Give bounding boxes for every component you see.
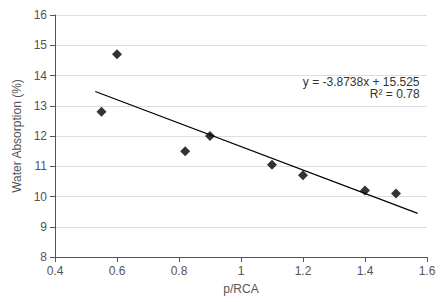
svg-text:1.6: 1.6 [419, 264, 436, 278]
svg-text:16: 16 [34, 8, 48, 22]
svg-text:y = -3.8738x + 15.525: y = -3.8738x + 15.525 [302, 74, 420, 89]
svg-text:1: 1 [238, 264, 245, 278]
svg-text:0.4: 0.4 [47, 264, 64, 278]
svg-text:9: 9 [40, 220, 47, 234]
svg-text:8: 8 [40, 250, 47, 264]
svg-text:15: 15 [34, 38, 48, 52]
svg-text:0.6: 0.6 [109, 264, 126, 278]
svg-text:1.4: 1.4 [357, 264, 374, 278]
svg-text:11: 11 [35, 159, 48, 173]
svg-text:p/RCA: p/RCA [223, 282, 258, 296]
svg-text:Water Absorption (%): Water Absorption (%) [10, 79, 24, 193]
svg-text:0.8: 0.8 [171, 264, 188, 278]
svg-text:13: 13 [34, 99, 48, 113]
svg-text:R² = 0.78: R² = 0.78 [370, 87, 420, 101]
svg-text:10: 10 [34, 190, 48, 204]
svg-text:12: 12 [34, 129, 48, 143]
svg-text:14: 14 [34, 69, 48, 83]
svg-text:1.2: 1.2 [295, 264, 312, 278]
